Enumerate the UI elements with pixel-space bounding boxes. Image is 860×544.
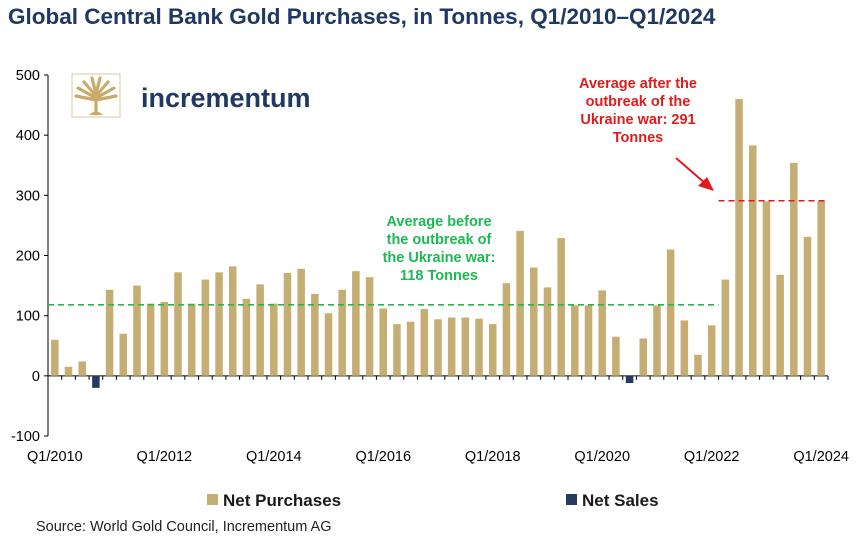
bar-net-purchases: [105, 289, 114, 376]
bar-net-purchases: [530, 267, 538, 376]
logo-wordmark: incrementum: [141, 83, 311, 113]
x-tick-label: Q1/2010: [27, 449, 83, 465]
bar-net-purchases: [612, 336, 620, 376]
tree-logo-icon: [71, 73, 121, 118]
bar-net-purchases: [694, 354, 702, 376]
bar-net-purchases: [311, 294, 319, 376]
x-tick-label: Q1/2014: [246, 449, 302, 465]
bar-net-purchases: [790, 162, 798, 376]
bars: [51, 99, 825, 388]
chart-title: Global Central Bank Gold Purchases, in T…: [8, 4, 716, 29]
legend-label-net-sales: Net Sales: [582, 491, 659, 510]
bar-net-purchases: [666, 249, 675, 376]
y-tick-label: 300: [16, 188, 40, 204]
bar-net-purchases: [653, 305, 661, 376]
bar-net-purchases: [434, 319, 442, 376]
y-tick-label: 100: [16, 309, 40, 325]
bar-net-purchases: [447, 317, 456, 376]
bar-net-purchases: [571, 305, 579, 376]
x-tick-label: Q1/2012: [136, 449, 192, 465]
bar-net-purchases: [598, 290, 606, 376]
annotation-arrowhead: [698, 177, 714, 191]
bar-net-purchases: [51, 339, 59, 376]
bar-net-purchases: [748, 145, 757, 376]
y-tick-label: 200: [16, 249, 40, 265]
bar-net-sales: [625, 375, 634, 384]
bar-net-purchases: [475, 318, 483, 376]
bar-net-purchases: [488, 324, 497, 376]
x-tick-label: Q1/2018: [465, 449, 521, 465]
bar-net-purchases: [174, 272, 182, 376]
bar-net-purchases: [735, 99, 743, 376]
bar-net-purchases: [187, 303, 196, 376]
x-tick-label: Q1/2022: [684, 449, 740, 465]
annotation-after-line-1: Average after the: [579, 76, 697, 92]
bar-net-purchases: [242, 298, 251, 376]
bar-net-purchases: [64, 366, 73, 376]
reference-lines: [48, 199, 828, 306]
bar-net-sales: [92, 375, 100, 388]
annotation-after-line-3: Ukraine war: 291: [580, 112, 695, 128]
annotation-before: Average before the outbreak of the Ukrai…: [383, 214, 496, 284]
bar-net-purchases: [803, 236, 812, 376]
x-tick-label: Q1/2016: [355, 449, 411, 465]
legend-swatch-net-purchases: [207, 494, 218, 505]
bar-net-purchases: [297, 268, 305, 376]
y-tick-label: 500: [16, 68, 40, 84]
axes: -100 0 100 200 300 400 500 Q1/2010 Q1/2012 Q1/201…: [11, 68, 849, 465]
bar-net-purchases: [160, 301, 169, 376]
bar-net-purchases: [379, 308, 388, 376]
bar-net-purchases: [817, 201, 825, 376]
bar-net-purchases: [406, 321, 415, 376]
bar-net-purchases: [365, 277, 374, 376]
bar-net-purchases: [461, 317, 470, 376]
bar-net-purchases: [133, 285, 141, 376]
x-tick-label: Q1/2020: [574, 449, 630, 465]
y-tick-label: 0: [32, 369, 40, 385]
bar-net-purchases: [639, 338, 648, 376]
annotation-before-line-2: the outbreak of: [387, 232, 492, 248]
bar-net-purchases: [256, 284, 264, 376]
legend: Net Purchases Net Sales: [207, 491, 659, 510]
annotation-after-line-4: Tonnes: [613, 130, 663, 146]
bar-net-purchases: [270, 303, 278, 376]
bar-net-purchases: [352, 271, 360, 376]
bar-net-purchases: [215, 272, 223, 376]
bar-net-purchases: [338, 289, 346, 376]
bar-net-purchases: [393, 324, 401, 376]
annotation-before-line-4: 118 Tonnes: [400, 268, 478, 284]
incrementum-logo: incrementum: [71, 73, 311, 118]
bar-net-purchases: [119, 333, 128, 376]
annotation-after-line-2: outbreak of the: [586, 94, 691, 110]
legend-swatch-net-sales: [566, 494, 577, 505]
annotation-before-line-3: the Ukraine war:: [383, 250, 496, 266]
bar-net-purchases: [228, 266, 237, 376]
bar-net-purchases: [516, 230, 524, 376]
bar-net-purchases: [146, 303, 155, 376]
annotation-before-line-1: Average before: [386, 214, 491, 230]
bar-net-purchases: [283, 272, 292, 376]
annotation-arrow: [675, 157, 707, 185]
bar-net-purchases: [78, 361, 86, 376]
bar-net-purchases: [762, 201, 771, 376]
y-tick-label: 400: [16, 128, 40, 144]
bar-net-purchases: [584, 305, 593, 376]
bar-net-purchases: [324, 313, 333, 376]
bar-net-purchases: [502, 283, 511, 376]
bar-net-purchases: [707, 325, 716, 376]
source-note: Source: World Gold Council, Incrementum …: [36, 519, 332, 535]
bar-net-purchases: [557, 238, 565, 376]
bar-net-purchases: [420, 309, 429, 376]
annotation-after: Average after the outbreak of the Ukrain…: [579, 76, 714, 191]
bar-net-purchases: [201, 279, 210, 376]
bar-net-purchases: [543, 287, 552, 376]
x-tick-label: Q1/2024: [793, 449, 849, 465]
bar-net-purchases: [721, 279, 730, 376]
bar-net-purchases: [776, 274, 784, 376]
legend-label-net-purchases: Net Purchases: [223, 491, 341, 510]
bar-net-purchases: [680, 320, 689, 376]
y-tick-label: -100: [11, 429, 40, 445]
